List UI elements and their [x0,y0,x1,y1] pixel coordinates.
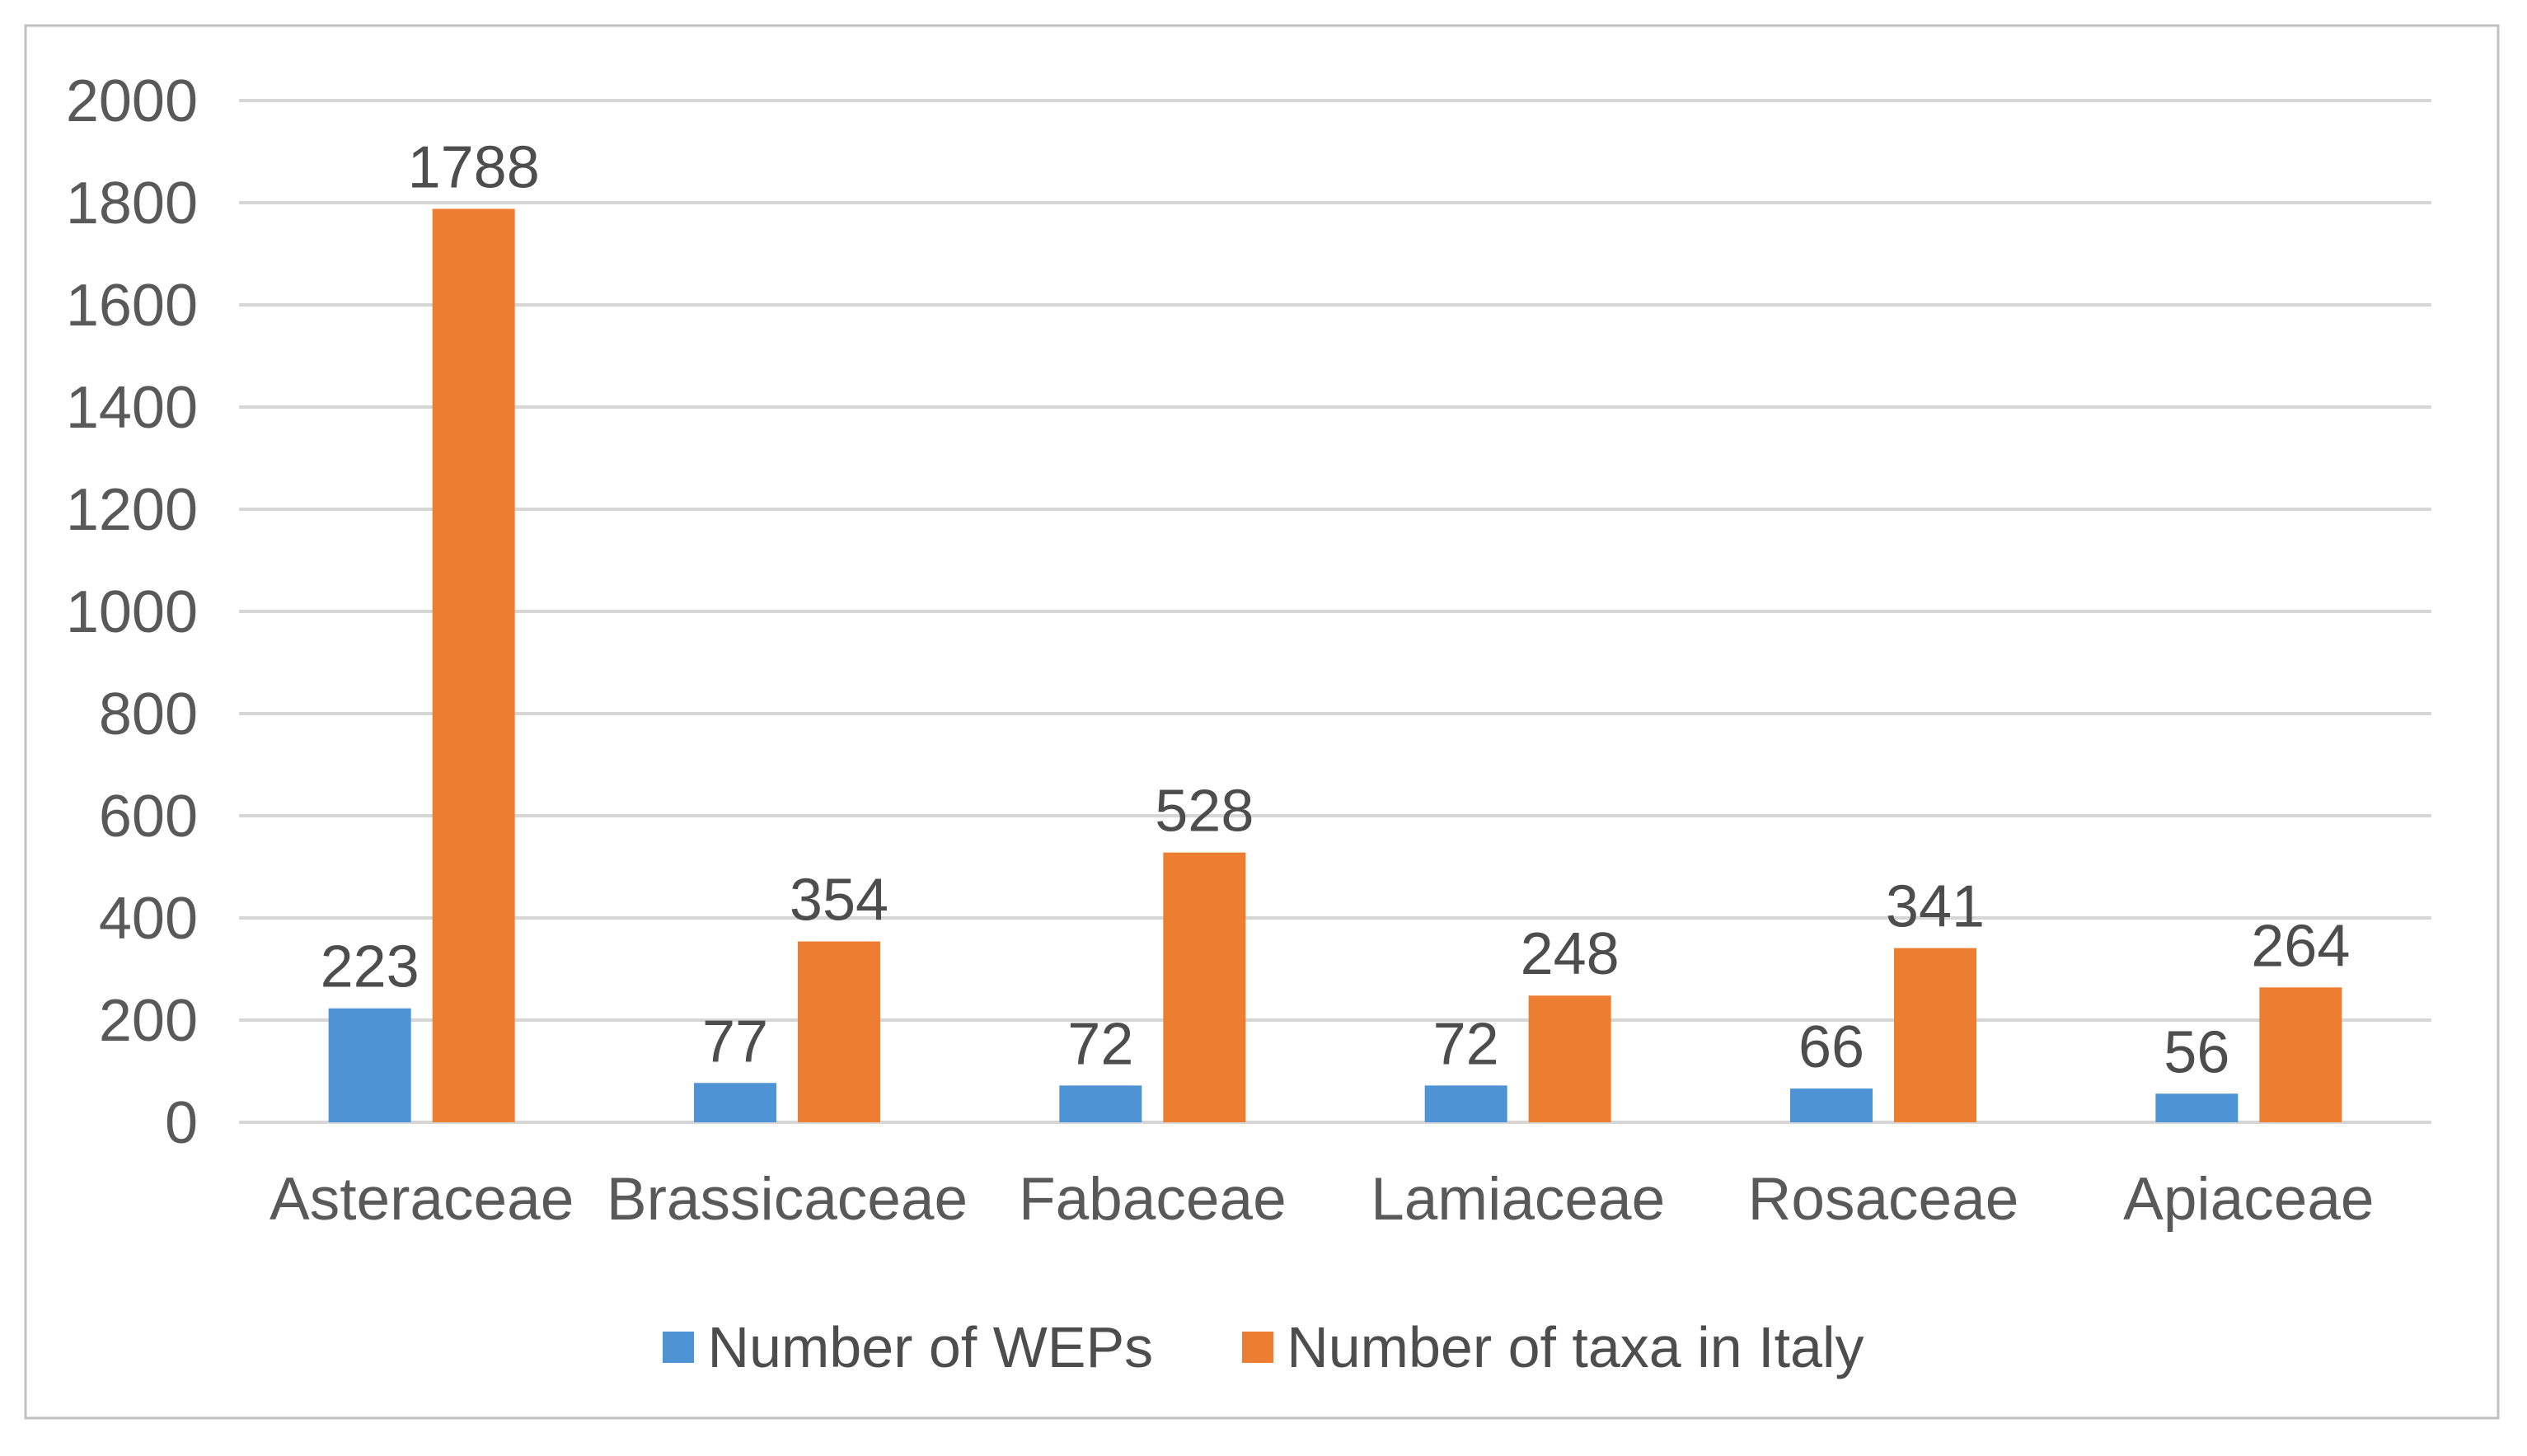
bar-number-of-taxa-in-italy-rosaceae [1894,948,1976,1122]
figure-border [24,24,2500,1420]
bar-number-of-taxa-in-italy-lamiaceae [1528,995,1611,1122]
legend-swatch-weps-icon [663,1332,695,1363]
data-label-number-of-taxa-in-italy-rosaceae: 341 [1886,874,1985,940]
bar-number-of-taxa-in-italy-asteraceae [432,208,515,1123]
data-label-number-of-weps-apiaceae: 56 [2164,1019,2229,1085]
y-tick-label-2000: 2000 [66,68,198,134]
y-tick-label-1000: 1000 [66,579,198,645]
y-tick-label-1800: 1800 [66,171,198,236]
bar-number-of-weps-rosaceae [1790,1088,1873,1122]
data-label-number-of-weps-lamiaceae: 72 [1433,1011,1499,1077]
data-label-number-of-taxa-in-italy-fabaceae: 528 [1155,779,1254,845]
y-tick-label-1200: 1200 [66,477,198,543]
legend-item-weps: Number of WEPs [663,1314,1153,1380]
bar-number-of-weps-apiaceae [2155,1093,2239,1122]
data-label-number-of-taxa-in-italy-brassicaceae: 354 [790,868,888,934]
y-tick-label-1600: 1600 [66,273,198,339]
data-label-number-of-weps-asteraceae: 223 [321,934,420,1000]
y-tick-label-200: 200 [99,988,198,1054]
bar-number-of-weps-asteraceae [328,1008,411,1122]
data-label-number-of-weps-brassicaceae: 77 [702,1009,768,1074]
bar-number-of-taxa-in-italy-apiaceae [2259,987,2342,1122]
x-category-label-brassicaceae: Brassicaceae [607,1166,968,1233]
y-tick-label-800: 800 [99,681,198,747]
y-tick-label-1400: 1400 [66,375,198,441]
x-category-label-asteraceae: Asteraceae [270,1166,574,1233]
data-label-number-of-weps-rosaceae: 66 [1798,1014,1864,1080]
bar-number-of-weps-fabaceae [1059,1085,1142,1122]
legend-item-taxa-italy: Number of taxa in Italy [1242,1314,1864,1380]
y-tick-label-600: 600 [99,784,198,850]
legend-swatch-taxa-italy-icon [1242,1332,1274,1363]
bar-number-of-weps-brassicaceae [694,1083,776,1122]
bar-number-of-taxa-in-italy-fabaceae [1163,852,1246,1122]
x-category-label-rosaceae: Rosaceae [1748,1166,2019,1233]
legend-label-weps: Number of WEPs [707,1315,1154,1379]
y-tick-label-400: 400 [99,886,198,952]
y-tick-label-0: 0 [165,1090,198,1156]
data-label-number-of-weps-fabaceae: 72 [1067,1011,1133,1077]
x-category-label-lamiaceae: Lamiaceae [1371,1166,1665,1233]
bar-number-of-weps-lamiaceae [1424,1085,1507,1122]
data-label-number-of-taxa-in-italy-asteraceae: 1788 [408,134,540,200]
data-label-number-of-taxa-in-italy-apiaceae: 264 [2251,913,2350,979]
legend-label-taxa-italy: Number of taxa in Italy [1287,1315,1864,1379]
bar-number-of-taxa-in-italy-brassicaceae [798,941,880,1122]
x-category-label-fabaceae: Fabaceae [1019,1166,1287,1233]
data-label-number-of-taxa-in-italy-lamiaceae: 248 [1521,921,1620,987]
chart-legend: Number of WEPs Number of taxa in Italy [0,1314,2527,1380]
x-category-label-apiaceae: Apiaceae [2123,1166,2374,1233]
